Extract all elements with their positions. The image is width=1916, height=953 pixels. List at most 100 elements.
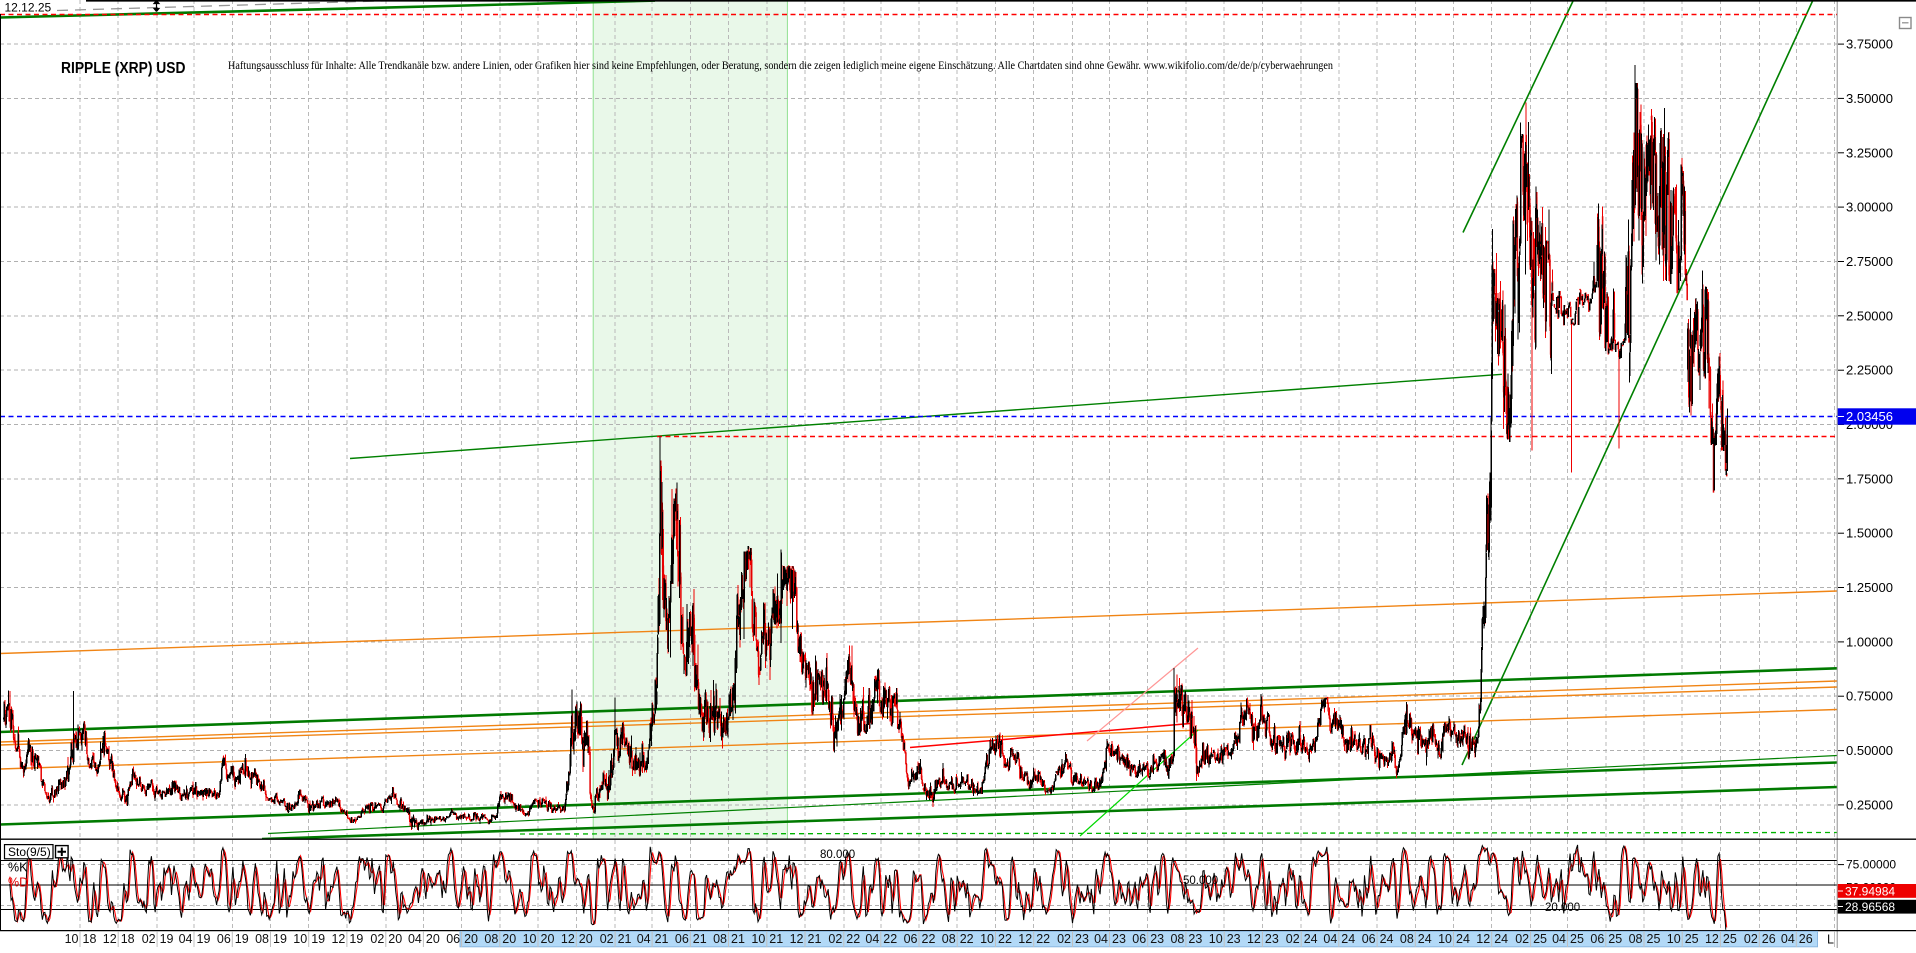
svg-text:1.00000: 1.00000 [1846,634,1893,649]
svg-text:04: 04 [865,932,879,946]
svg-text:19: 19 [349,932,363,946]
svg-text:28.96568: 28.96568 [1845,900,1895,914]
svg-text:22: 22 [846,932,860,946]
svg-text:08: 08 [1400,932,1414,946]
svg-text:0.75000: 0.75000 [1846,689,1893,704]
svg-text:02: 02 [1744,932,1758,946]
svg-text:10: 10 [1667,932,1681,946]
svg-text:26: 26 [1799,932,1813,946]
svg-text:%D: %D [8,876,28,890]
svg-text:06: 06 [675,932,689,946]
svg-text:04: 04 [408,932,422,946]
svg-text:24: 24 [1304,932,1318,946]
svg-text:Sto(9/5): Sto(9/5) [8,845,51,859]
svg-text:10: 10 [293,932,307,946]
svg-text:24: 24 [1456,932,1470,946]
svg-text:10: 10 [1209,932,1223,946]
svg-text:19: 19 [160,932,174,946]
svg-text:22: 22 [922,932,936,946]
svg-text:22: 22 [1036,932,1050,946]
svg-text:RIPPLE (XRP) USD: RIPPLE (XRP) USD [61,60,186,77]
svg-text:3.25000: 3.25000 [1846,145,1893,160]
svg-text:08: 08 [484,932,498,946]
svg-text:1.75000: 1.75000 [1846,471,1893,486]
svg-text:25: 25 [1570,932,1584,946]
svg-text:08: 08 [1170,932,1184,946]
svg-text:18: 18 [83,932,97,946]
svg-text:20: 20 [579,932,593,946]
svg-text:2.25000: 2.25000 [1846,363,1893,378]
svg-text:08: 08 [713,932,727,946]
svg-text:1.25000: 1.25000 [1846,580,1893,595]
svg-text:18: 18 [121,932,135,946]
svg-text:25: 25 [1647,932,1661,946]
svg-text:06: 06 [1132,932,1146,946]
svg-text:20: 20 [502,932,516,946]
svg-text:0.50000: 0.50000 [1846,743,1893,758]
svg-text:25: 25 [1533,932,1547,946]
svg-text:21: 21 [808,932,822,946]
svg-text:12: 12 [790,932,804,946]
svg-text:23: 23 [1075,932,1089,946]
svg-text:75.00000: 75.00000 [1846,858,1896,872]
svg-text:08: 08 [1629,932,1643,946]
svg-text:10: 10 [980,932,994,946]
svg-text:20: 20 [426,932,440,946]
svg-text:22: 22 [883,932,897,946]
svg-text:04: 04 [1094,932,1108,946]
svg-text:20.000: 20.000 [1545,902,1580,914]
svg-text:02: 02 [600,932,614,946]
svg-text:19: 19 [311,932,325,946]
svg-text:20: 20 [388,932,402,946]
svg-text:02: 02 [1286,932,1300,946]
svg-text:23: 23 [1227,932,1241,946]
svg-text:21: 21 [693,932,707,946]
svg-text:3.50000: 3.50000 [1846,91,1893,106]
svg-text:24: 24 [1341,932,1355,946]
svg-text:2.75000: 2.75000 [1846,254,1893,269]
svg-text:26: 26 [1762,932,1776,946]
svg-text:02: 02 [370,932,384,946]
svg-text:21: 21 [731,932,745,946]
svg-text:04: 04 [1552,932,1566,946]
svg-text:24: 24 [1380,932,1394,946]
svg-text:24: 24 [1494,932,1508,946]
svg-text:23: 23 [1265,932,1279,946]
svg-text:12: 12 [1018,932,1032,946]
svg-text:06: 06 [217,932,231,946]
svg-text:04: 04 [637,932,651,946]
svg-text:12: 12 [331,932,345,946]
svg-text:L: L [1827,933,1834,947]
svg-text:12: 12 [1476,932,1490,946]
svg-text:0.25000: 0.25000 [1846,797,1893,812]
svg-text:10: 10 [751,932,765,946]
svg-text:06: 06 [1590,932,1604,946]
svg-text:19: 19 [197,932,211,946]
svg-text:21: 21 [618,932,632,946]
svg-text:06: 06 [904,932,918,946]
svg-text:20: 20 [541,932,555,946]
svg-text:3.00000: 3.00000 [1846,200,1893,215]
svg-text:04: 04 [179,932,193,946]
svg-text:08: 08 [255,932,269,946]
svg-text:2.03456: 2.03456 [1846,409,1893,424]
svg-text:21: 21 [769,932,783,946]
svg-text:Haftungsausschluss für Inhalte: Haftungsausschluss für Inhalte: Alle Tre… [228,58,1333,72]
svg-text:23: 23 [1188,932,1202,946]
svg-text:12: 12 [103,932,117,946]
svg-text:19: 19 [235,932,249,946]
svg-text:10: 10 [1438,932,1452,946]
svg-text:02: 02 [828,932,842,946]
svg-text:25: 25 [1723,932,1737,946]
svg-text:21: 21 [655,932,669,946]
svg-text:25: 25 [1608,932,1622,946]
svg-text:12: 12 [561,932,575,946]
svg-text:08: 08 [942,932,956,946]
svg-text:37.94984: 37.94984 [1845,885,1895,899]
svg-text:%K: %K [8,861,28,875]
svg-text:10: 10 [65,932,79,946]
svg-text:22: 22 [998,932,1012,946]
svg-text:12.12.25: 12.12.25 [5,1,52,15]
svg-text:25: 25 [1685,932,1699,946]
svg-text:06: 06 [1362,932,1376,946]
